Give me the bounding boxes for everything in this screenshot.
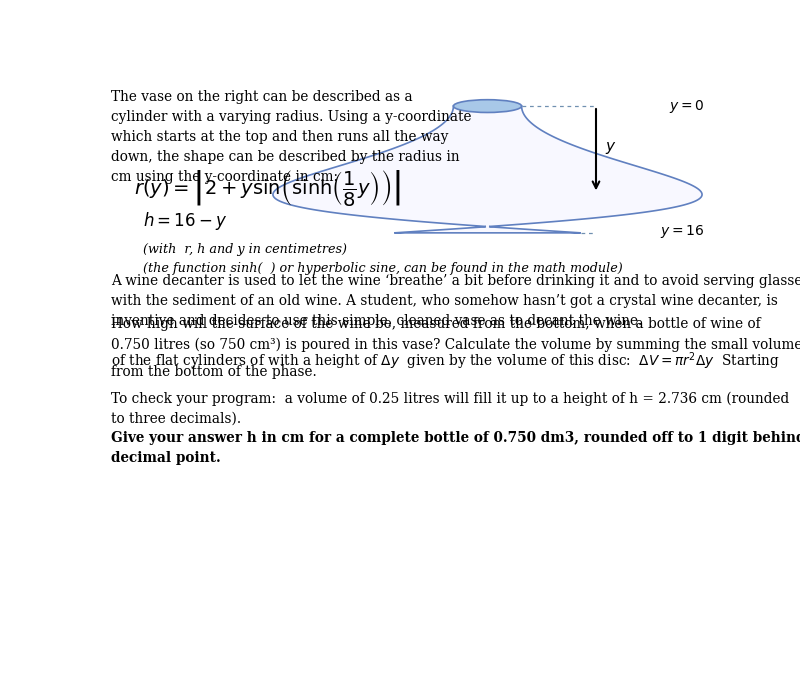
Text: A wine decanter is used to let the wine ‘breathe’ a bit before drinking it and t: A wine decanter is used to let the wine … [111, 274, 800, 328]
Text: from the bottom of the phase.: from the bottom of the phase. [111, 366, 317, 379]
Text: To check your program:  a volume of 0.25 litres will fill it up to a height of h: To check your program: a volume of 0.25 … [111, 391, 790, 426]
Ellipse shape [454, 99, 522, 113]
Text: of the flat cylinders of with a height of $\Delta y$  given by the volume of thi: of the flat cylinders of with a height o… [111, 351, 780, 372]
Text: $y = 0$: $y = 0$ [669, 97, 705, 115]
Polygon shape [273, 106, 702, 233]
Text: (with  r, h and y in centimetres)
(the function sinh(  ) or hyperbolic sine, can: (with r, h and y in centimetres) (the fu… [143, 244, 623, 275]
Text: Give your answer h in cm for a complete bottle of 0.750 dm3, rounded off to 1 di: Give your answer h in cm for a complete … [111, 431, 800, 465]
Text: $y$: $y$ [606, 141, 617, 156]
Text: How high will the surface of the wine be, measured from the bottom, when a bottl: How high will the surface of the wine be… [111, 318, 800, 352]
Text: $r(y) = \left|2 + y\sin\!\left(\sinh\!\left(\dfrac{1}{8}y\right)\right)\right|$: $r(y) = \left|2 + y\sin\!\left(\sinh\!\l… [134, 168, 401, 208]
Text: The vase on the right can be described as a
cylinder with a varying radius. Usin: The vase on the right can be described a… [111, 91, 472, 185]
Text: $y = 16$: $y = 16$ [660, 223, 705, 240]
Text: $h = 16 - y$: $h = 16 - y$ [143, 210, 228, 232]
